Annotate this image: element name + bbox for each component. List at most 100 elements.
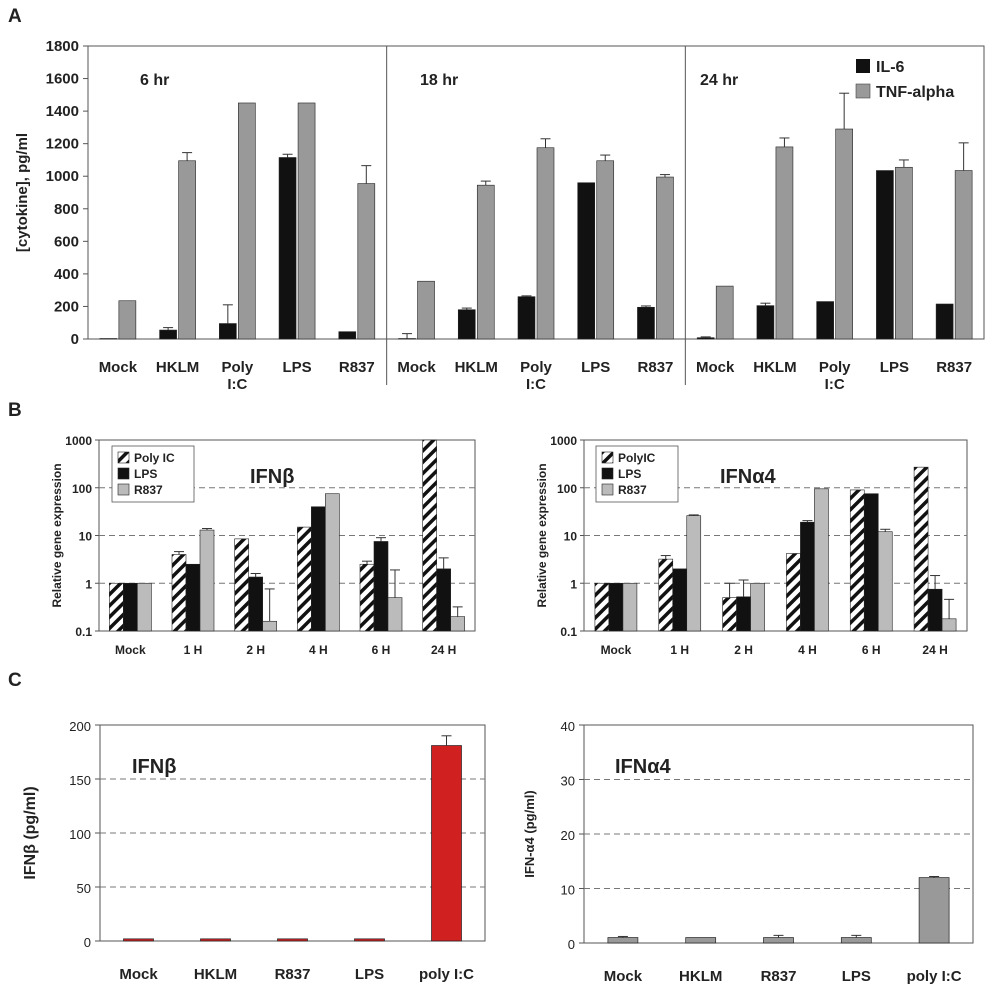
bar-tnf-alpha bbox=[476, 184, 495, 340]
bar bbox=[200, 938, 231, 942]
y-tick-label: 200 bbox=[54, 298, 79, 315]
bar-tnf-alpha bbox=[715, 285, 734, 340]
category-label: 1 H bbox=[184, 643, 203, 657]
category-label: Mock bbox=[99, 359, 138, 376]
bar-lps bbox=[672, 568, 688, 632]
bar-il-6 bbox=[876, 170, 894, 340]
bar-il-6 bbox=[935, 303, 954, 340]
bar-il-6 bbox=[517, 296, 536, 340]
category-label: 24 H bbox=[922, 643, 947, 657]
y-tick-label: 1000 bbox=[46, 168, 79, 185]
bar-r837 bbox=[622, 582, 638, 632]
y-tick-label: 0.1 bbox=[560, 625, 577, 639]
bar-polyic bbox=[594, 582, 610, 632]
panel-label-a: A bbox=[8, 6, 22, 27]
bar-tnf-alpha bbox=[357, 183, 376, 340]
category-label: Mock bbox=[601, 643, 632, 657]
bar bbox=[607, 937, 639, 944]
y-tick-label: 1600 bbox=[46, 71, 79, 88]
y-tick-label: 100 bbox=[72, 482, 92, 496]
bar-poly-ic bbox=[359, 563, 375, 632]
category-label: Mock bbox=[604, 968, 643, 985]
bar bbox=[354, 938, 385, 942]
bar-r837 bbox=[199, 529, 215, 632]
bar-r837 bbox=[941, 618, 957, 632]
bar-il-6 bbox=[457, 309, 476, 340]
y-tick-label: 1400 bbox=[46, 103, 79, 120]
legend-swatch bbox=[601, 467, 614, 480]
bar-lps bbox=[800, 521, 815, 632]
bar-r837 bbox=[450, 616, 465, 632]
y-tick-label: 800 bbox=[54, 201, 79, 218]
bar-tnf-alpha bbox=[775, 146, 794, 340]
bar-lps bbox=[608, 582, 624, 632]
panel-b-ifna4-chart: 0.1 1 10 100 1000 Relative gene expression Moc… bbox=[535, 434, 968, 657]
y-tick-label: 1000 bbox=[550, 434, 577, 448]
legend-label: PolyIC bbox=[618, 451, 656, 465]
bar-r837 bbox=[814, 488, 829, 632]
chart-title: IFNα4 bbox=[615, 756, 672, 778]
category-label: Poly I:C bbox=[819, 359, 851, 393]
category-label: 4 H bbox=[798, 643, 817, 657]
category-label: R837 bbox=[638, 359, 674, 376]
panel-c-ifna4-chart: 0 10 20 30 40 IFN-α4 (pg/ml) IFNα4 Mock HKLM R837… bbox=[522, 719, 974, 985]
bar-tnf-alpha bbox=[417, 280, 435, 340]
bar-polyic bbox=[913, 466, 929, 632]
bar bbox=[918, 877, 950, 944]
category-label: 1 H bbox=[670, 643, 689, 657]
bar-il-6 bbox=[278, 157, 297, 340]
category-label: R837 bbox=[761, 968, 797, 985]
bar-poly-ic bbox=[422, 439, 437, 632]
bar-poly-ic bbox=[297, 526, 312, 632]
legend-label: R837 bbox=[134, 483, 163, 497]
legend-swatch-il6 bbox=[856, 59, 870, 73]
bar-il-6 bbox=[577, 182, 596, 340]
bar-tnf-alpha bbox=[596, 160, 615, 340]
category-label: R837 bbox=[275, 966, 311, 983]
bar bbox=[840, 937, 872, 944]
y-tick-label: 100 bbox=[557, 482, 577, 496]
panel-label-c: C bbox=[8, 670, 22, 691]
y-tick-label: 50 bbox=[77, 881, 91, 896]
category-label: LPS bbox=[355, 966, 384, 983]
bar-il-6 bbox=[696, 337, 715, 340]
y-axis-label: IFN-α4 (pg/ml) bbox=[522, 790, 537, 877]
bar-r837 bbox=[137, 582, 152, 632]
bar-tnf-alpha bbox=[656, 176, 674, 340]
bar-poly-ic bbox=[109, 582, 124, 632]
bar-r837 bbox=[686, 515, 702, 632]
bar-lps bbox=[248, 576, 263, 632]
category-label: poly I:C bbox=[907, 968, 962, 985]
category-label: 2 H bbox=[734, 643, 753, 657]
category-label: HKLM bbox=[194, 966, 237, 983]
legend-swatch bbox=[601, 451, 614, 464]
plot-frame bbox=[87, 45, 985, 340]
y-tick-label: 20 bbox=[561, 828, 575, 843]
legend-swatch bbox=[601, 483, 614, 496]
y-tick-label: 0 bbox=[84, 935, 91, 950]
bar-il-6 bbox=[219, 323, 237, 340]
bar bbox=[123, 938, 154, 942]
y-tick-label: 600 bbox=[54, 233, 79, 250]
category-label: 6 H bbox=[862, 643, 881, 657]
legend-label-tnf: TNF-alpha bbox=[876, 84, 954, 101]
bar-lps bbox=[736, 596, 751, 632]
category-label: 24 H bbox=[431, 643, 456, 657]
bar-tnf-alpha bbox=[238, 102, 256, 340]
y-tick-label: 100 bbox=[69, 827, 91, 842]
bar-il-6 bbox=[338, 331, 357, 340]
category-label: Poly I:C bbox=[221, 359, 253, 393]
y-tick-label: 1000 bbox=[65, 434, 92, 448]
y-tick-label: 10 bbox=[79, 530, 93, 544]
y-axis-label: IFNβ (pg/ml) bbox=[22, 786, 39, 879]
bar-tnf-alpha bbox=[895, 166, 913, 340]
bar-il-6 bbox=[756, 305, 775, 340]
bar-lps bbox=[311, 506, 326, 632]
category-label: poly I:C bbox=[419, 966, 474, 983]
legend-swatch bbox=[117, 483, 130, 496]
legend-label: Poly IC bbox=[134, 451, 175, 465]
y-tick-label: 10 bbox=[564, 530, 578, 544]
category-label: Poly I:C bbox=[520, 359, 552, 393]
bar-tnf-alpha bbox=[178, 160, 196, 340]
y-axis-label: [cytokine], pg/ml bbox=[14, 133, 31, 252]
